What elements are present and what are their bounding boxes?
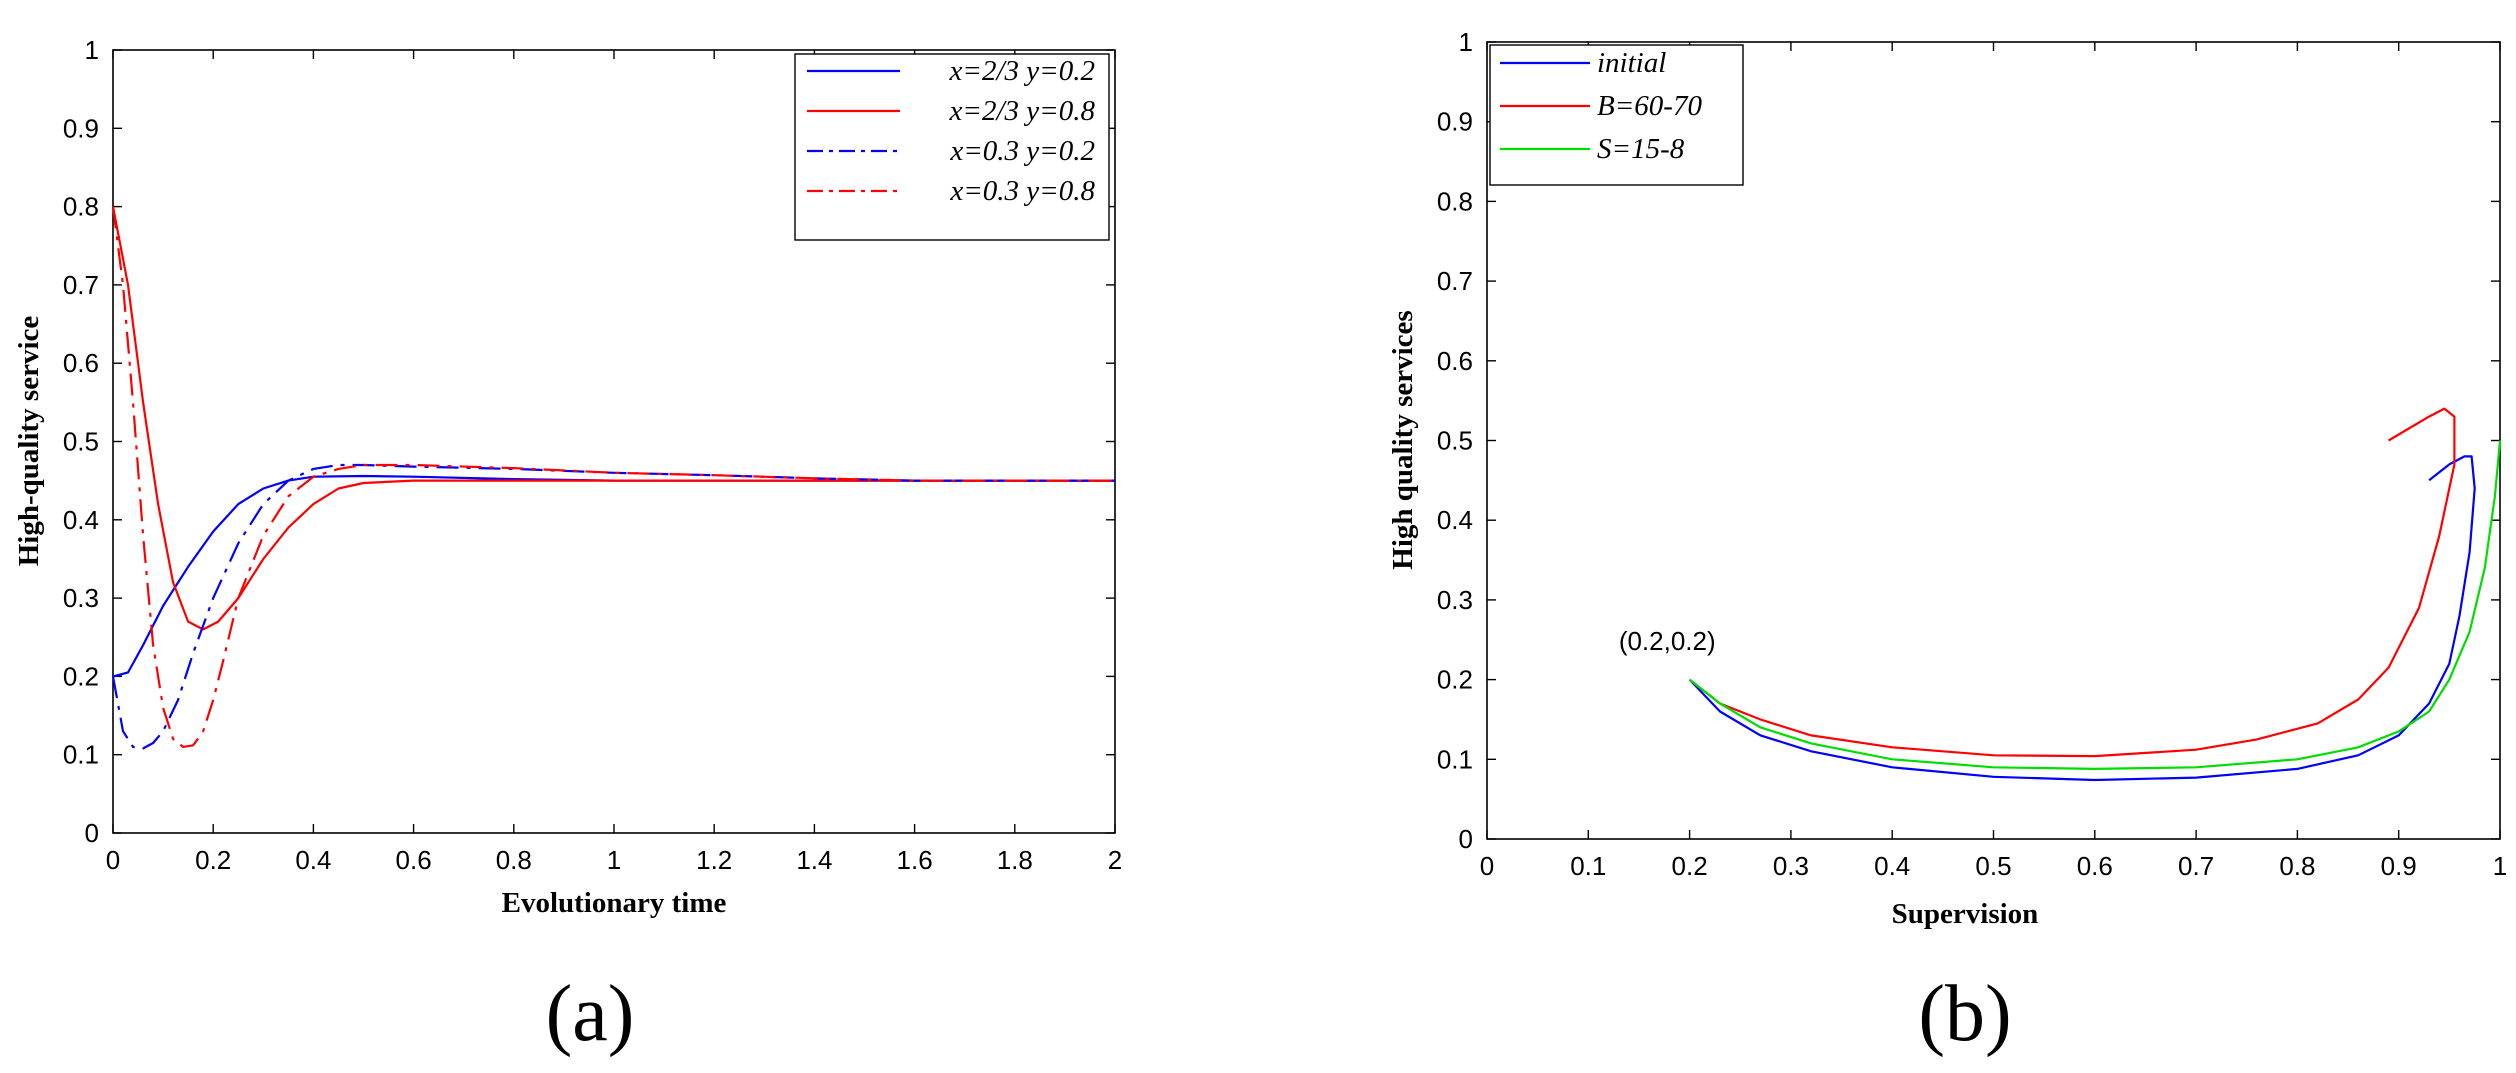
x-tick-label: 0.9 [2381, 851, 2417, 881]
y-tick-label: 0.3 [63, 583, 99, 613]
y-tick-label: 0 [1459, 824, 1473, 854]
x-tick-label: 0.5 [1975, 851, 2011, 881]
legend-entry: initial [1597, 47, 1666, 79]
y-tick-label: 0.5 [1437, 426, 1473, 456]
x-tick-label: 0.2 [195, 845, 231, 875]
y-tick-label: 0.7 [1437, 266, 1473, 296]
x-tick-label: 1.6 [897, 845, 933, 875]
legend-box-a [794, 53, 1110, 241]
panel-label-b: (b) [1918, 970, 2011, 1058]
x-tick-label: 0.7 [2178, 851, 2214, 881]
series-line-b-2 [1688, 407, 2456, 758]
series-lines-b [1688, 407, 2502, 782]
series-line-a-4 [111, 206, 1115, 749]
series-lines-a [111, 206, 1115, 750]
y-tick-label: 0.4 [63, 505, 99, 535]
x-axis-label-b: Supervision [1892, 898, 2039, 930]
x-tick-label: 0 [1480, 851, 1494, 881]
y-tick-label: 0.6 [63, 348, 99, 378]
x-tick-label: 0.6 [396, 845, 432, 875]
legend-box-b [1489, 44, 1744, 186]
x-tick-label: 0.8 [2279, 851, 2315, 881]
legend-entry: x=2/3 y=0.2 [949, 55, 1095, 87]
series-line-a-2 [111, 206, 1115, 631]
y-axis-label-b: High quality services [1387, 310, 1419, 569]
y-tick-label: 0.2 [63, 661, 99, 691]
y-tick-label: 1 [85, 35, 99, 65]
x-tick-label: 0.4 [295, 845, 331, 875]
ticks-b: 0 0.1 0.2 0.3 0.4 0.5 0.6 0.7 0.8 0.9 1 0 0.1 0.2 0.3 0… [1437, 27, 2507, 881]
y-tick-label: 0.5 [63, 427, 99, 457]
y-tick-label: 0.3 [1437, 585, 1473, 615]
x-tick-label: 1.8 [997, 845, 1033, 875]
y-tick-label: 0.6 [1437, 346, 1473, 376]
x-tick-label: 0.4 [1874, 851, 1910, 881]
legend-entry: x=2/3 y=0.8 [949, 95, 1096, 127]
panel-label-a: (a) [546, 970, 635, 1058]
start-point-annotation: (0.2,0.2) [1619, 626, 1716, 656]
y-tick-label: 0.4 [1437, 505, 1473, 535]
y-tick-label: 0 [85, 818, 99, 848]
legend-entry: x=0.3 y=0.8 [949, 175, 1095, 207]
x-tick-label: 1 [607, 845, 621, 875]
y-tick-label: 0.8 [1437, 186, 1473, 216]
x-tick-label: 0.6 [2077, 851, 2113, 881]
x-tick-label: 0.2 [1672, 851, 1708, 881]
x-tick-label: 1.4 [796, 845, 832, 875]
x-axis-label-a: Evolutionary time [502, 887, 727, 919]
y-axis-label-a: High-quality service [13, 316, 45, 567]
x-tick-label: 1 [2493, 851, 2507, 881]
y-tick-label: 1 [1459, 27, 1473, 57]
ticks-a: 0 0.2 0.4 0.6 0.8 1 1.2 1.4 1.6 1.8 2 0 0.1 0.2 0.3 0.4… [63, 35, 1122, 875]
series-line-a-3 [111, 463, 1115, 750]
y-tick-label: 0.9 [63, 113, 99, 143]
x-tick-label: 2 [1108, 845, 1122, 875]
series-line-b-1 [1688, 455, 2476, 782]
x-tick-label: 0 [106, 845, 120, 875]
x-tick-label: 0.1 [1570, 851, 1606, 881]
y-tick-label: 0.1 [1437, 744, 1473, 774]
x-tick-label: 1.2 [696, 845, 732, 875]
x-tick-label: 0.8 [496, 845, 532, 875]
chart-a: 0 0.2 0.4 0.6 0.8 1 1.2 1.4 1.6 1.8 2 0 0.1 0.2 0.3 0.4… [13, 35, 1122, 1058]
legend-b: initial B=60-70 S=15-8 [1489, 44, 1744, 186]
y-tick-label: 0.2 [1437, 665, 1473, 695]
legend-entry: x=0.3 y=0.2 [949, 135, 1095, 167]
x-tick-label: 0.3 [1773, 851, 1809, 881]
legend-a: x=2/3 y=0.2 x=2/3 y=0.8 x=0.3 y=0.2 x=0.3 y… [794, 53, 1110, 241]
legend-entry: B=60-70 [1597, 90, 1702, 122]
legend-entry: S=15-8 [1597, 133, 1685, 165]
y-tick-label: 0.9 [1437, 107, 1473, 137]
y-tick-label: 0.1 [63, 740, 99, 770]
series-line-b-3 [1688, 440, 2502, 771]
y-tick-label: 0.7 [63, 270, 99, 300]
chart-b: 0 0.1 0.2 0.3 0.4 0.5 0.6 0.7 0.8 0.9 1 0 0.1 0.2 0.3 0… [1387, 27, 2507, 1058]
y-tick-label: 0.8 [63, 192, 99, 222]
